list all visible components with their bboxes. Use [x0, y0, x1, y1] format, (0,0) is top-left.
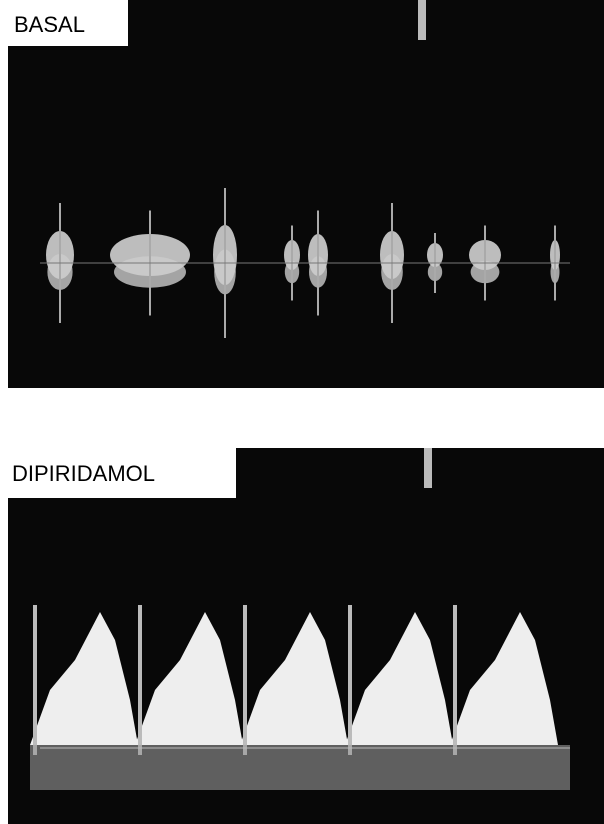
signal-blob: [453, 605, 457, 755]
panel-label: DIPIRIDAMOL: [12, 461, 155, 486]
panel-label: BASAL: [14, 12, 85, 37]
signal-blob: [33, 605, 37, 755]
signal-blob: [30, 745, 570, 790]
signal-blob: [243, 605, 247, 755]
doppler-panel: [8, 0, 604, 388]
signal-blob: [138, 605, 142, 755]
page: BASAL DIPIRIDAMOL (() => { const data = …: [0, 0, 604, 824]
figure: BASAL DIPIRIDAMOL: [0, 0, 604, 824]
signal-blob: [348, 605, 352, 755]
marker: [424, 448, 432, 488]
marker: [418, 0, 426, 40]
